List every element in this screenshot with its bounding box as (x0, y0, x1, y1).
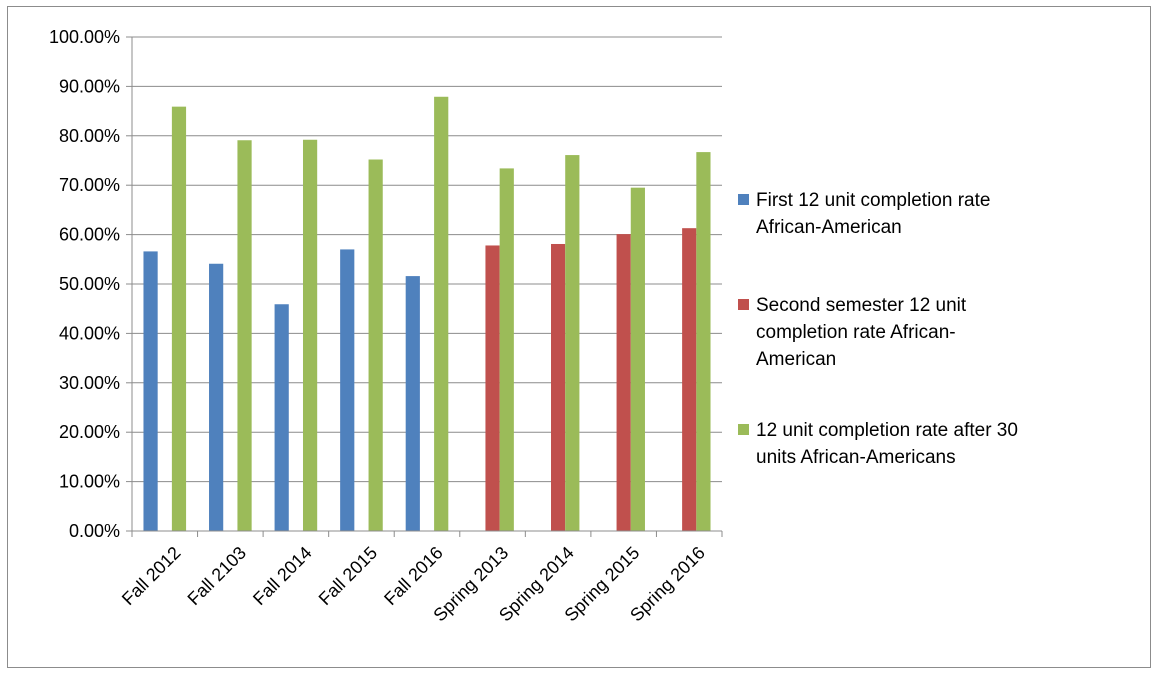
bar-2 (485, 245, 500, 531)
legend-entry: 12 unit completion rate after 30 units Af… (738, 420, 1018, 468)
bar-2 (616, 234, 631, 532)
x-tick-label: Fall 2015 (315, 543, 382, 610)
y-tick-label: 50.00% (59, 274, 120, 294)
legend-label: 12 unit completion rate after 30 (756, 420, 1018, 441)
legend-label: completion rate African- (756, 322, 956, 343)
y-tick-label: 30.00% (59, 373, 120, 393)
x-tick-label: Fall 2012 (118, 543, 185, 610)
legend: First 12 unit completion rate African-Ame… (738, 190, 1018, 468)
x-tick-label: Fall 2103 (184, 543, 251, 610)
legend-label: American (756, 349, 836, 370)
x-tick-label: Fall 2016 (380, 543, 447, 610)
bar-3 (368, 159, 383, 531)
bar-3 (630, 187, 645, 532)
legend-entry: First 12 unit completion rate African-Ame… (738, 190, 990, 238)
bar-1 (340, 249, 355, 532)
legend-swatch (738, 194, 749, 205)
axes (126, 36, 723, 537)
bar-2 (682, 228, 697, 531)
legend-label: First 12 unit completion rate (756, 190, 990, 211)
bar-3 (237, 140, 252, 531)
bar-1 (209, 263, 224, 531)
bar-3 (565, 155, 580, 531)
legend-swatch (738, 299, 749, 310)
y-tick-label: 100.00% (49, 27, 120, 47)
y-tick-label: 20.00% (59, 422, 120, 442)
y-tick-label: 0.00% (69, 521, 120, 541)
legend-label: Second semester 12 unit (756, 295, 967, 316)
y-tick-label: 80.00% (59, 126, 120, 146)
bar-1 (274, 304, 289, 531)
bar-3 (171, 106, 187, 532)
legend-label: African-American (756, 217, 902, 238)
bar-2 (551, 243, 566, 532)
x-tick-labels: Fall 2012 Fall 2103 Fall 2014 Fall 2015 Fall… (118, 543, 709, 626)
bar-3 (499, 168, 514, 531)
y-tick-labels: 0.00% 10.00% 20.00% 30.00% 40.00% 50.00% 60.00… (49, 27, 120, 541)
bar-1 (143, 251, 158, 531)
legend-entry: Second semester 12 unit completion rate A… (738, 295, 967, 370)
bar-3 (302, 139, 318, 531)
bar-3 (696, 152, 711, 531)
chart-frame (7, 6, 1151, 668)
legend-swatch (738, 424, 749, 435)
y-tick-label: 70.00% (59, 175, 120, 195)
bar-3 (434, 96, 449, 532)
y-tick-label: 10.00% (59, 472, 120, 492)
bar-1 (405, 276, 420, 531)
y-tick-label: 60.00% (59, 225, 120, 245)
bars (143, 96, 711, 532)
y-tick-label: 40.00% (59, 323, 120, 343)
x-tick-label: Fall 2014 (249, 543, 316, 610)
legend-label: units African-Americans (756, 447, 956, 468)
y-tick-label: 90.00% (59, 76, 120, 96)
